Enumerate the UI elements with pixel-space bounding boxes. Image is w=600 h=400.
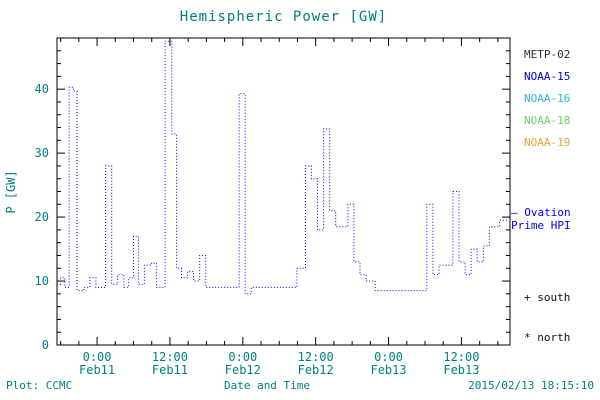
plot-source-label: Plot: CCMC bbox=[6, 379, 73, 392]
svg-text:0: 0 bbox=[42, 338, 49, 352]
legend-marker-south: + south bbox=[524, 291, 571, 304]
svg-text:0:00: 0:00 bbox=[228, 350, 257, 364]
chart-title: Hemispheric Power [GW] bbox=[179, 9, 388, 25]
legend-item-noaa-18: NOAA-18 bbox=[524, 114, 571, 127]
svg-text:0:00: 0:00 bbox=[374, 350, 403, 364]
legend-ovation-prime-hpi: — Ovation Prime HPI bbox=[511, 206, 571, 232]
svg-text:Feb12: Feb12 bbox=[298, 363, 334, 377]
svg-text:Feb13: Feb13 bbox=[370, 363, 406, 377]
legend-item-noaa-16: NOAA-16 bbox=[524, 92, 571, 105]
line-marker-icon: — bbox=[511, 206, 518, 219]
svg-text:0:00: 0:00 bbox=[83, 350, 112, 364]
plot-timestamp: 2015/02/13 18:15:10 bbox=[468, 379, 594, 392]
svg-text:40: 40 bbox=[35, 82, 49, 96]
svg-text:12:00: 12:00 bbox=[298, 350, 334, 364]
plus-marker-icon: + bbox=[524, 291, 531, 304]
svg-text:Feb13: Feb13 bbox=[443, 363, 479, 377]
legend-item-metp-02: METP-02 bbox=[524, 48, 571, 61]
svg-text:30: 30 bbox=[35, 146, 49, 160]
svg-text:12:00: 12:00 bbox=[152, 350, 188, 364]
svg-text:Feb12: Feb12 bbox=[225, 363, 261, 377]
svg-text:10: 10 bbox=[35, 274, 49, 288]
svg-text:12:00: 12:00 bbox=[443, 350, 479, 364]
legend-item-noaa-19: NOAA-19 bbox=[524, 136, 571, 149]
legend-ovation-line1: — Ovation bbox=[511, 206, 571, 219]
x-axis-title: Date and Time bbox=[223, 379, 311, 392]
legend-item-noaa-15: NOAA-15 bbox=[524, 70, 571, 83]
legend-ovation-line2: Prime HPI bbox=[511, 219, 571, 232]
svg-text:Feb11: Feb11 bbox=[152, 363, 188, 377]
svg-text:20: 20 bbox=[35, 210, 49, 224]
svg-text:Feb11: Feb11 bbox=[79, 363, 115, 377]
legend-marker-north: * north bbox=[524, 331, 571, 344]
asterisk-marker-icon: * bbox=[524, 331, 531, 344]
svg-text:P [GW]: P [GW] bbox=[4, 170, 18, 213]
